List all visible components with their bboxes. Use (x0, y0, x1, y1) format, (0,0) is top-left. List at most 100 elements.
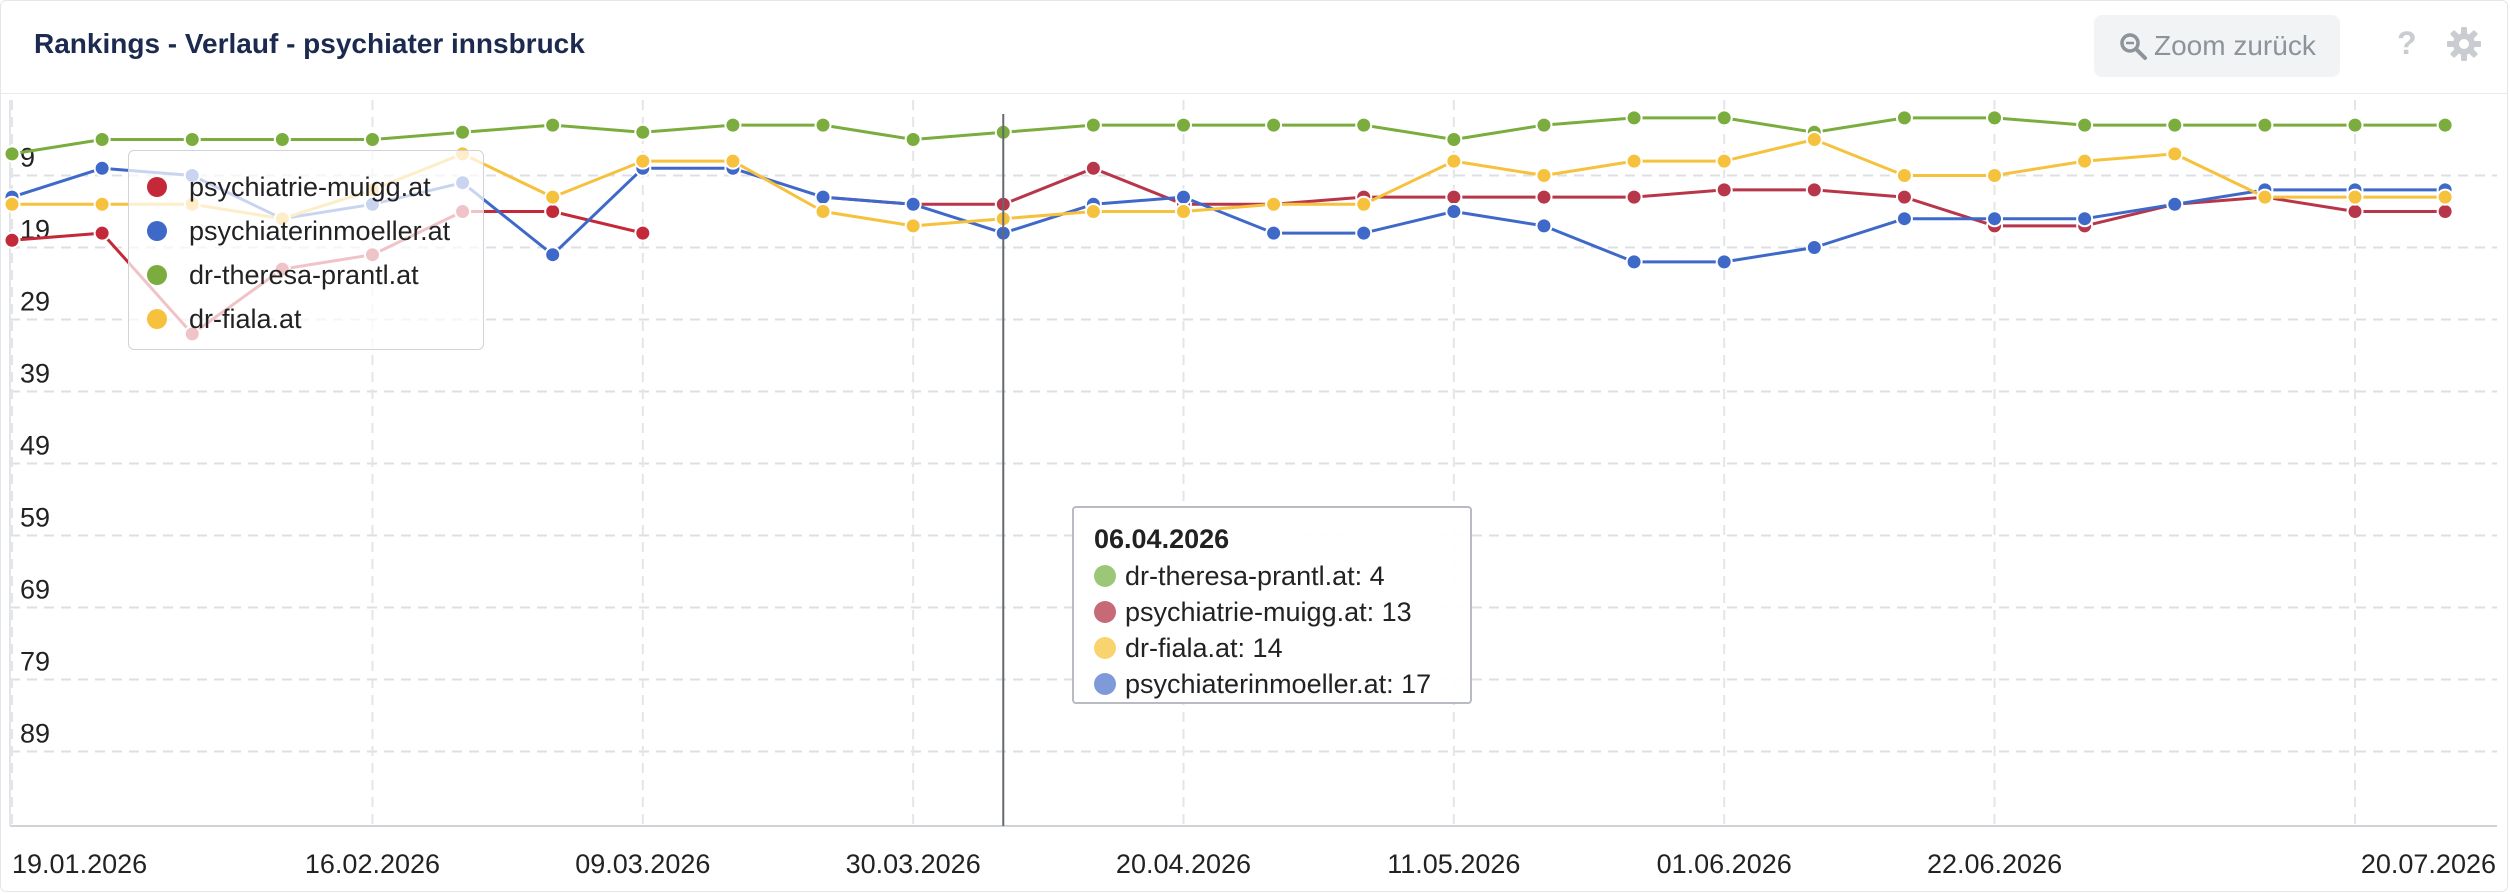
data-point (1355, 195, 1373, 213)
data-point (1175, 203, 1192, 220)
data-point (1355, 224, 1373, 242)
data-point (1535, 116, 1553, 134)
data-point (363, 131, 381, 148)
tooltip-row: dr-theresa-prantl.at: 4 (1094, 558, 1470, 594)
data-point (93, 131, 111, 148)
magnifier-icon (2120, 33, 2147, 60)
tooltip-color-dot (1094, 565, 1116, 587)
data-point (1986, 109, 2004, 127)
data-point (2436, 203, 2454, 220)
tooltip-value: psychiatrie-muigg.at: 13 (1125, 596, 1412, 627)
data-point (2166, 116, 2184, 134)
data-point (904, 195, 922, 213)
x-tick-label: 01.06.2026 (1657, 849, 1792, 879)
data-point (1084, 116, 1102, 134)
data-point (634, 224, 652, 242)
data-point (3, 231, 21, 249)
legend-label: psychiaterinmoeller.at (189, 215, 451, 246)
data-point (724, 116, 742, 134)
legend-label: psychiatrie-muigg.at (189, 171, 431, 202)
data-point (1986, 210, 2004, 228)
data-point (2436, 116, 2454, 134)
tooltip-value: psychiaterinmoeller.at: 17 (1125, 668, 1432, 699)
y-tick-label: 59 (20, 503, 50, 533)
panel-header: Rankings - Verlauf - psychiater innsbruc… (1, 1, 2507, 94)
tooltip-value: dr-theresa-prantl.at: 4 (1125, 560, 1385, 591)
data-point (2436, 188, 2454, 206)
legend-color-dot (147, 309, 167, 329)
tooltip-color-dot (1094, 601, 1116, 623)
data-point (1895, 167, 1913, 184)
y-tick-label: 79 (20, 647, 50, 677)
legend-label: dr-fiala.at (189, 303, 302, 334)
data-point (1535, 188, 1553, 206)
data-point (1715, 181, 1733, 199)
data-point (544, 188, 562, 206)
data-point (2346, 116, 2364, 134)
data-point (1265, 116, 1283, 134)
legend-item[interactable]: dr-fiala.at (129, 297, 483, 341)
legend-color-dot (147, 265, 167, 285)
legend-label: dr-theresa-prantl.at (189, 259, 419, 290)
data-point (2076, 152, 2094, 170)
data-point (1265, 195, 1283, 213)
tooltip-row: psychiaterinmoeller.at: 17 (1094, 666, 1470, 702)
data-point (1175, 116, 1192, 134)
data-point (273, 131, 291, 148)
data-point (814, 188, 832, 206)
legend-color-dot (147, 177, 167, 197)
series-line (11, 116, 2446, 156)
zoom-reset-label: Zoom zurück (2154, 30, 2316, 61)
data-point (544, 116, 562, 134)
data-point (2256, 188, 2274, 206)
legend-item[interactable]: psychiaterinmoeller.at (129, 209, 483, 253)
data-point (724, 152, 742, 170)
data-point (634, 152, 652, 170)
data-point (3, 145, 21, 163)
data-point (1805, 181, 1823, 199)
legend-color-dot (147, 221, 167, 241)
data-point (2166, 195, 2184, 213)
data-point (904, 131, 922, 148)
data-point (1445, 131, 1463, 148)
panel-title: Rankings - Verlauf - psychiater innsbruc… (34, 28, 585, 59)
x-tick-label: 16.02.2026 (305, 849, 440, 879)
data-point (1265, 224, 1283, 242)
data-point (93, 159, 111, 177)
data-point (544, 246, 562, 264)
chart-tooltip: 06.04.2026 dr-theresa-prantl.at: 4 psych… (1072, 506, 1472, 704)
data-point (2346, 188, 2364, 206)
legend-item[interactable]: psychiatrie-muigg.at (129, 165, 483, 209)
data-point (93, 224, 111, 242)
data-point (1805, 131, 1823, 148)
data-point (1986, 167, 2004, 184)
tooltip-date: 06.04.2026 (1094, 524, 1230, 554)
legend-item[interactable]: dr-theresa-prantl.at (129, 253, 483, 297)
tooltip-value: dr-fiala.at: 14 (1125, 632, 1283, 663)
data-point (2166, 145, 2184, 163)
x-tick-label: 19.01.2026 (12, 849, 147, 879)
data-point (183, 131, 201, 148)
data-point (1625, 109, 1643, 127)
y-tick-label: 49 (20, 431, 50, 461)
data-point (2256, 116, 2274, 134)
y-tick-label: 9 (20, 143, 35, 173)
zoom-reset-button[interactable]: Zoom zurück (2094, 15, 2340, 77)
x-tick-label: 20.07.2026 (2361, 849, 2496, 879)
data-point (904, 217, 922, 235)
data-point (1175, 188, 1192, 206)
gear-icon[interactable] (2445, 25, 2483, 63)
tooltip-color-dot (1094, 637, 1116, 659)
chart-legend: psychiatrie-muigg.at psychiaterinmoeller… (128, 150, 484, 350)
help-icon[interactable]: ? (2397, 25, 2417, 61)
data-point (1895, 188, 1913, 206)
data-point (1625, 152, 1643, 170)
tooltip-color-dot (1094, 673, 1116, 695)
data-point (1805, 239, 1823, 256)
data-point (544, 203, 562, 220)
data-point (2076, 116, 2094, 134)
data-point (1715, 109, 1733, 127)
data-point (1535, 167, 1553, 184)
y-tick-label: 89 (20, 719, 50, 749)
